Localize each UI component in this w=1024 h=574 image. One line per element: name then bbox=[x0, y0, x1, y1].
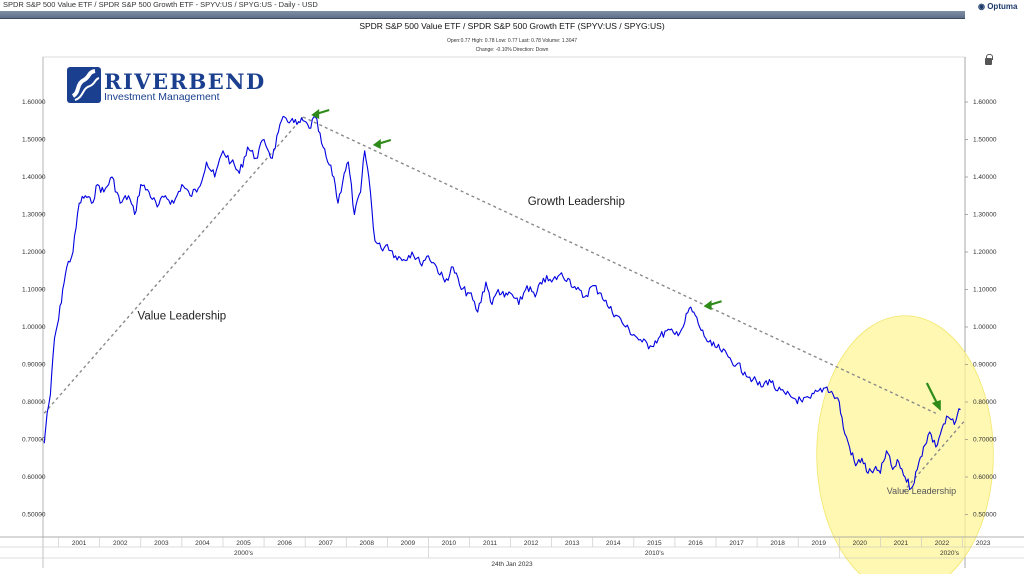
year-label: 2023 bbox=[976, 540, 991, 547]
year-label: 2001 bbox=[72, 540, 87, 547]
decade-label: 2020's bbox=[940, 550, 960, 557]
logo-subtitle: Investment Management bbox=[104, 91, 220, 103]
y-tick-label-right: 0.90000 bbox=[973, 362, 997, 369]
y-tick-label-left: 0.50000 bbox=[22, 512, 46, 519]
footer-date: 24th Jan 2023 bbox=[491, 561, 533, 568]
year-label: 2002 bbox=[113, 540, 128, 547]
year-label: 2006 bbox=[277, 540, 292, 547]
arrow-shaft bbox=[925, 382, 939, 406]
y-tick-label-right: 1.30000 bbox=[973, 212, 997, 219]
logo-name: RIVERBEND bbox=[104, 69, 266, 94]
change-readout: Change: -0.10% Direction: Down bbox=[475, 47, 549, 53]
year-label: 2021 bbox=[894, 540, 909, 547]
optuma-brand: ◉ Optuma bbox=[978, 2, 1017, 11]
y-tick-label-left: 1.30000 bbox=[22, 212, 46, 219]
optuma-icon: ◉ bbox=[978, 2, 988, 11]
highlight-circle bbox=[816, 315, 994, 574]
y-tick-label-left: 0.80000 bbox=[22, 399, 46, 406]
window-title-bar: SPDR S&P 500 Value ETF / SPDR S&P 500 Gr… bbox=[0, 0, 1024, 12]
peak-2007-arrow bbox=[311, 108, 330, 119]
riverbend-logo: RIVERBEND Investment Management bbox=[66, 66, 264, 106]
window-title: SPDR S&P 500 Value ETF / SPDR S&P 500 Gr… bbox=[3, 0, 318, 9]
riverbend-emblem-icon bbox=[67, 67, 101, 103]
year-label: 2008 bbox=[360, 540, 375, 547]
peak-2008-arrow bbox=[372, 138, 392, 149]
y-tick-label-right: 0.70000 bbox=[973, 437, 997, 444]
arrow-head bbox=[372, 139, 381, 149]
y-tick-label-right: 0.60000 bbox=[973, 474, 997, 481]
y-tick-label-right: 0.50000 bbox=[973, 512, 997, 519]
year-label: 2005 bbox=[236, 540, 251, 547]
y-tick-label-right: 1.40000 bbox=[973, 174, 997, 181]
y-tick-label-left: 1.00000 bbox=[22, 324, 46, 331]
decade-label: 2000's bbox=[234, 550, 254, 557]
year-label: 2007 bbox=[318, 540, 333, 547]
value-leadership-uptrend bbox=[43, 116, 304, 414]
y-tick-label-left: 0.60000 bbox=[22, 474, 46, 481]
year-label: 2022 bbox=[935, 540, 950, 547]
y-tick-label-left: 0.70000 bbox=[22, 437, 46, 444]
year-label: 2013 bbox=[565, 540, 580, 547]
arrow-head bbox=[311, 109, 320, 119]
y-tick-label-left: 1.20000 bbox=[22, 249, 46, 256]
decade-label: 2010's bbox=[645, 550, 665, 557]
year-label: 2011 bbox=[483, 540, 497, 547]
chart-title: SPDR S&P 500 Value ETF / SPDR S&P 500 Gr… bbox=[359, 21, 665, 31]
year-label: 2018 bbox=[770, 540, 785, 547]
recent-breakout-arrow bbox=[925, 382, 941, 411]
y-tick-label-left: 1.40000 bbox=[22, 174, 46, 181]
y-tick-label-right: 1.00000 bbox=[973, 324, 997, 331]
lock-icon[interactable] bbox=[985, 54, 993, 65]
arrow-head bbox=[703, 300, 712, 311]
year-label: 2017 bbox=[729, 540, 744, 547]
year-label: 2015 bbox=[647, 540, 662, 547]
growth-leadership-downtrend bbox=[302, 116, 937, 414]
year-label: 2012 bbox=[524, 540, 539, 547]
year-label: 2020 bbox=[853, 540, 868, 547]
annotation-growth-leadership: Growth Leadership bbox=[528, 196, 625, 208]
series-line bbox=[43, 115, 961, 491]
year-label: 2009 bbox=[401, 540, 416, 547]
timeline-navigator[interactable] bbox=[0, 11, 965, 19]
year-label: 2016 bbox=[688, 540, 703, 547]
y-tick-label-right: 1.50000 bbox=[973, 137, 997, 144]
year-label: 2003 bbox=[154, 540, 169, 547]
annotation-value-leadership: Value Leadership bbox=[138, 311, 227, 323]
year-label: 2010 bbox=[442, 540, 457, 547]
ohlc-readout: Open:0.77 High: 0.78 Low: 0.77 Last: 0.7… bbox=[446, 38, 578, 44]
y-tick-label-right: 0.80000 bbox=[973, 399, 997, 406]
recent-value-uptrend bbox=[902, 420, 966, 493]
year-label: 2014 bbox=[606, 540, 621, 547]
year-label: 2004 bbox=[195, 540, 210, 547]
y-tick-label-right: 1.60000 bbox=[973, 99, 997, 106]
optuma-brand-label: Optuma bbox=[987, 2, 1018, 11]
y-tick-label-right: 1.10000 bbox=[973, 287, 997, 294]
year-label: 2019 bbox=[811, 540, 826, 547]
y-tick-label-left: 1.60000 bbox=[22, 99, 46, 106]
annotation-value-leadership-recent: Value Leadership bbox=[887, 486, 956, 496]
arrow-head bbox=[931, 400, 941, 411]
peak-2016-arrow bbox=[703, 300, 722, 311]
y-tick-label-left: 1.10000 bbox=[22, 287, 46, 294]
y-tick-label-left: 0.90000 bbox=[22, 362, 46, 369]
y-tick-label-left: 1.50000 bbox=[22, 137, 46, 144]
y-tick-label-right: 1.20000 bbox=[973, 249, 997, 256]
